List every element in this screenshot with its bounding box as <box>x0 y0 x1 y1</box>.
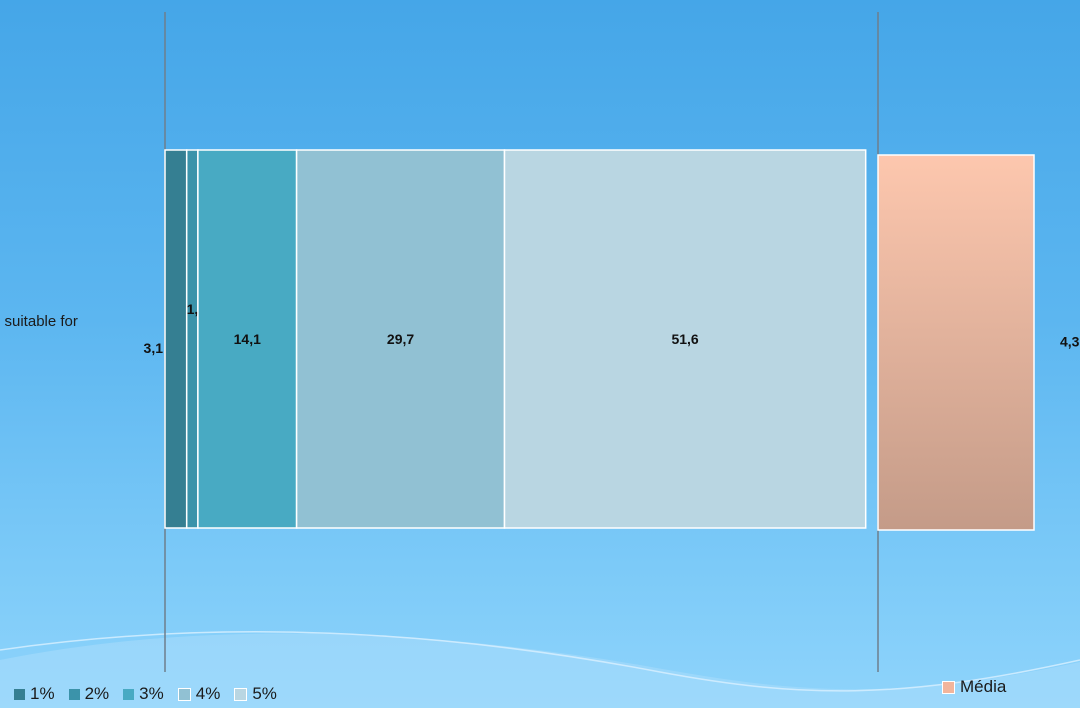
legend-item: 2% <box>68 684 110 704</box>
legend-label: 3% <box>139 684 164 703</box>
bar-segment-2pct <box>185 149 199 529</box>
data-label-media: 4,3 <box>1060 334 1080 350</box>
legend-swatch <box>123 688 135 700</box>
bar-media <box>877 154 1035 531</box>
legend-item: 5% <box>234 684 277 704</box>
legend-item: Média <box>942 677 1006 697</box>
legend-label: Média <box>960 677 1007 696</box>
bar-segment-5pct <box>503 149 867 529</box>
legend-swatch <box>177 687 191 701</box>
category-label: e suitable for <box>0 313 78 330</box>
data-label: 29,7 <box>387 331 414 347</box>
bar-segment-3pct <box>197 149 298 529</box>
media-bar-chart: 4,3 <box>877 12 1080 672</box>
bar-segment-4pct <box>295 149 506 529</box>
bar-segment-1pct <box>164 149 188 529</box>
legend-item: 1% <box>14 684 55 704</box>
legend-label: 5% <box>252 684 277 703</box>
legend-label: 2% <box>84 684 110 703</box>
legend-item: 3% <box>123 684 164 704</box>
legend-media: Média <box>942 677 1020 697</box>
legend-swatch <box>234 687 248 701</box>
data-label: 3,1 <box>144 340 164 356</box>
legend-item: 4% <box>177 684 221 704</box>
legend: 1% 2% 3% 4% 5% <box>14 684 291 704</box>
stacked-bar-chart: 3,11,614,1 29,7 51,6 <box>144 12 867 672</box>
decorative-swoosh <box>0 633 1080 708</box>
legend-swatch <box>14 688 25 700</box>
decorative-swoosh-line <box>0 631 1080 692</box>
legend-label: 1% <box>30 684 55 703</box>
data-label: 51,6 <box>671 331 698 347</box>
legend-label: 4% <box>195 684 221 703</box>
legend-swatch <box>68 688 80 700</box>
legend-swatch <box>942 680 955 694</box>
data-label: 14,1 <box>234 331 261 347</box>
